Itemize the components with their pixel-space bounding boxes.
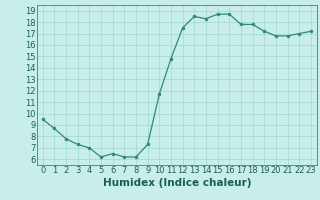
X-axis label: Humidex (Indice chaleur): Humidex (Indice chaleur) bbox=[102, 178, 251, 188]
